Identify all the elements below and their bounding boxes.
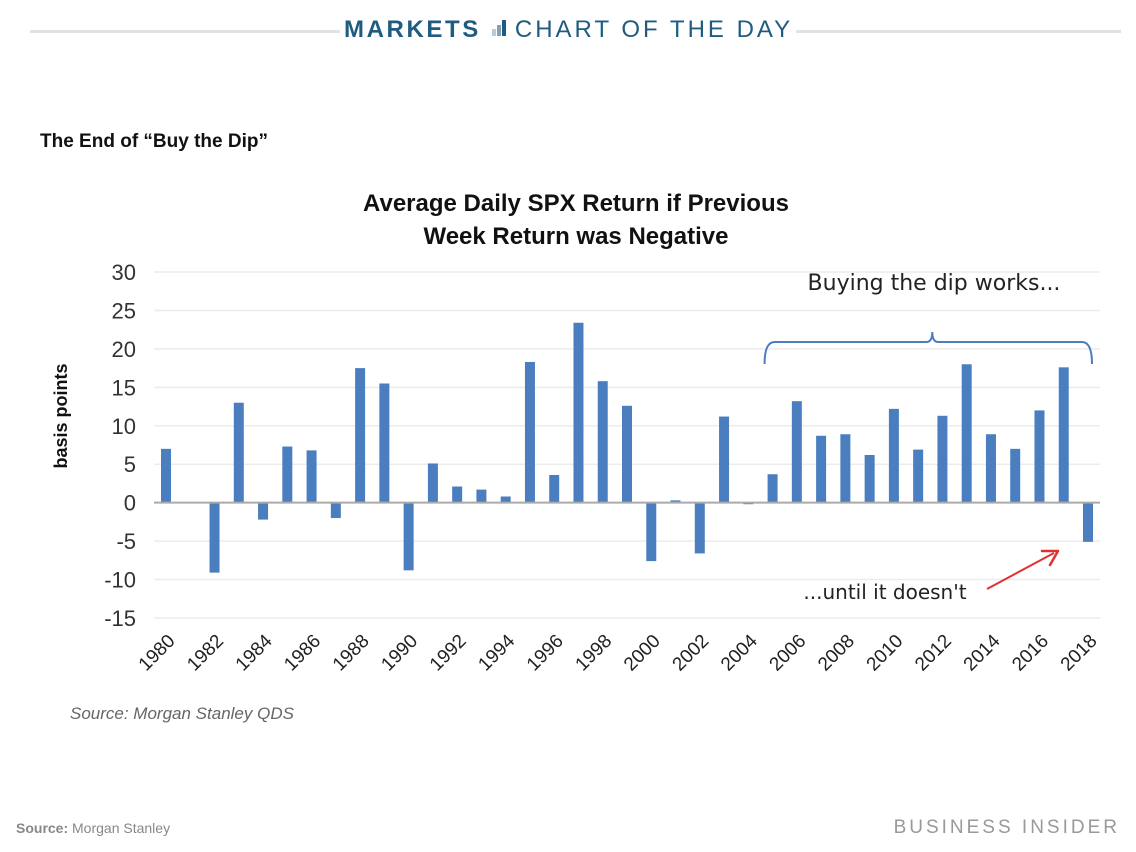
bar-1994 — [500, 496, 511, 503]
annotation-buying-the-dip: Buying the dip works... — [808, 271, 1061, 296]
bar-2016 — [1034, 410, 1045, 503]
bar-2002 — [694, 502, 705, 554]
bar-1988 — [355, 368, 366, 503]
bar-1986 — [306, 450, 317, 503]
bar-1987 — [330, 502, 341, 519]
x-tick-label: 1998 — [572, 631, 617, 676]
y-tick-label: -15 — [104, 606, 136, 631]
x-tick-labels: 1980 1982 1984 1986 1988 1990 1992 1994 1996 1998… — [135, 630, 1102, 675]
red-arrow-head-icon — [1040, 549, 1060, 567]
bar-2012 — [937, 415, 948, 503]
bar-1997 — [573, 322, 584, 503]
x-tick-label: 2004 — [717, 630, 762, 675]
chart-title-line-2: Week Return was Negative — [423, 223, 728, 250]
bar-1991 — [427, 463, 438, 503]
header-title: MARKETS CHART OF THE DAY — [344, 16, 793, 44]
chart-title-line-1: Average Daily SPX Return if Previous — [363, 190, 789, 217]
bar-1995 — [524, 361, 535, 503]
y-tick-label: 5 — [124, 452, 136, 477]
x-tick-label: 2008 — [814, 631, 859, 676]
x-tick-label: 2006 — [766, 631, 811, 676]
bar-1992 — [452, 486, 463, 503]
x-tick-label: 1980 — [135, 631, 180, 676]
footer-source-label: Source: — [16, 820, 69, 836]
x-tick-label: 1996 — [523, 631, 568, 676]
bar-1996 — [549, 474, 560, 503]
bar-2008 — [840, 434, 851, 503]
bar-2003 — [719, 416, 730, 503]
x-tick-label: 2016 — [1008, 631, 1053, 676]
x-tick-label: 2002 — [669, 631, 714, 676]
y-tick-label: -5 — [116, 529, 136, 554]
bar-2013 — [961, 364, 972, 503]
bar-2018 — [1083, 502, 1093, 542]
y-tick-label: 20 — [112, 337, 136, 362]
bar-1989 — [379, 383, 390, 503]
y-axis-label: basis points — [51, 363, 71, 468]
x-tick-label: 1994 — [474, 630, 519, 675]
annotations: Buying the dip works... ...until it doesn… — [763, 271, 1093, 604]
bar-2009 — [864, 454, 875, 503]
bar-2017 — [1058, 367, 1069, 503]
footer-source-value: Morgan Stanley — [72, 820, 171, 836]
x-tick-label: 2000 — [620, 631, 665, 676]
bar-1980 — [161, 448, 171, 503]
bars — [161, 322, 1093, 573]
bar-2007 — [816, 435, 827, 503]
header-rule-right — [796, 30, 1121, 33]
bar-1998 — [597, 381, 608, 503]
annotation-until-it-doesnt: ...until it doesn't — [803, 580, 966, 604]
red-arrow-line — [986, 552, 1055, 590]
header: MARKETS CHART OF THE DAY — [0, 14, 1136, 48]
y-tick-label: 25 — [112, 298, 136, 323]
bar-2006 — [791, 401, 802, 503]
y-tick-label: 30 — [112, 260, 136, 285]
footer-source: Source: Morgan Stanley — [16, 820, 170, 836]
bar-1982 — [209, 502, 220, 573]
bar-1983 — [233, 402, 244, 503]
bar-2011 — [913, 449, 924, 503]
section-label: MARKETS — [344, 16, 481, 43]
y-tick-label: 10 — [112, 414, 136, 439]
y-tick-label: 0 — [124, 491, 136, 516]
bar-1999 — [622, 405, 632, 503]
x-tick-label: 1990 — [377, 631, 422, 676]
chart-of-the-day-label: CHART OF THE DAY — [514, 16, 794, 43]
x-tick-label: 1992 — [426, 631, 471, 676]
y-tick-labels: 30 25 20 15 10 5 0 -5 -10 -15 — [104, 260, 136, 631]
bar-1993 — [476, 489, 487, 503]
chart-subtitle: The End of “Buy the Dip” — [40, 131, 268, 152]
bar-1990 — [403, 502, 414, 571]
brace-bracket — [763, 331, 1093, 365]
business-insider-logo: BUSINESS INSIDER — [893, 817, 1120, 838]
x-tick-label: 1988 — [329, 631, 374, 676]
bar-2001 — [670, 500, 681, 503]
y-tick-label: -10 — [104, 568, 136, 593]
bar-1984 — [258, 502, 269, 520]
bar-2010 — [888, 408, 899, 503]
bar-2014 — [985, 434, 996, 503]
x-tick-label: 2018 — [1057, 631, 1102, 676]
chart-source-note: Source: Morgan Stanley QDS — [70, 704, 294, 723]
bar-2000 — [646, 502, 657, 562]
bar-1985 — [282, 446, 293, 503]
bar-chart-icon — [491, 20, 506, 36]
x-tick-label: 2010 — [863, 631, 908, 676]
x-tick-label: 1984 — [232, 630, 277, 675]
x-tick-label: 1986 — [280, 631, 325, 676]
y-tick-label: 15 — [112, 375, 136, 400]
bar-2005 — [767, 474, 778, 503]
x-tick-label: 2012 — [911, 631, 956, 676]
bar-2015 — [1010, 448, 1021, 503]
x-tick-label: 1982 — [183, 631, 228, 676]
x-tick-label: 2014 — [960, 630, 1005, 675]
header-rule-left — [30, 30, 340, 33]
